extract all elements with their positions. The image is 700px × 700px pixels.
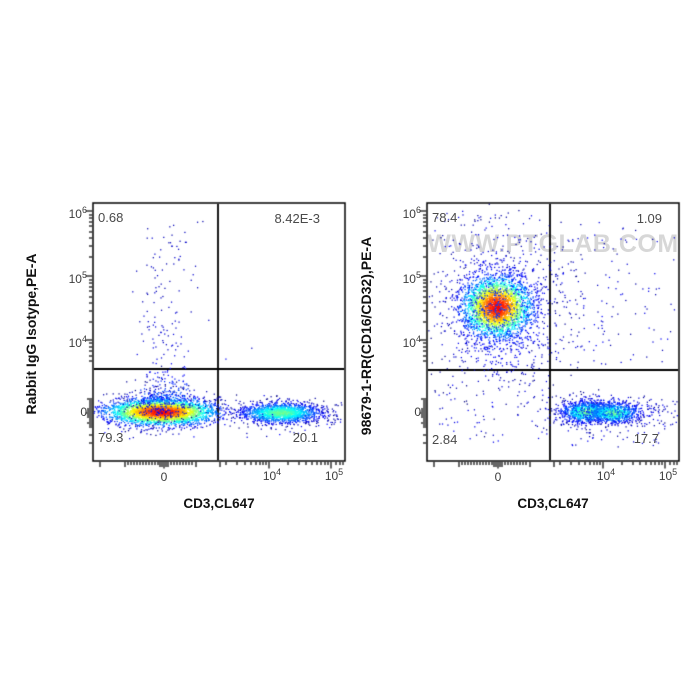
y-tick-label: 105 (68, 270, 87, 286)
quadrant-stat-lower-left-panel2: 2.84 (432, 432, 458, 447)
y-tick-label: 0 (414, 405, 421, 419)
x-axis-label-right-panel: CD3,CL647 (517, 496, 589, 511)
y-tick-label: 106 (68, 205, 87, 221)
y-axis-label-left-panel: Rabbit IgG Isotype,PE-A (23, 253, 39, 415)
quadrant-stat-lower-left-panel1: 79.3 (98, 430, 124, 445)
x-tick-label: 105 (324, 467, 344, 483)
x-tick-label: 0 (160, 470, 168, 484)
y-tick-label: 0 (80, 405, 87, 419)
quadrant-stat-upper-left-panel2: 78.4 (432, 210, 458, 225)
x-axis-label-left-panel: CD3,CL647 (183, 496, 255, 511)
quadrant-stat-upper-right-panel1: 8.42E-3 (274, 211, 320, 226)
y-tick-label: 105 (402, 270, 421, 286)
y-tick-label: 104 (402, 334, 421, 350)
quadrant-stat-upper-left-panel1: 0.68 (98, 210, 124, 225)
x-tick-label: 104 (596, 467, 616, 483)
x-tick-label: 105 (658, 467, 678, 483)
quadrant-stat-lower-right-panel1: 20.1 (292, 430, 318, 445)
quadrant-stat-upper-right-panel2: 1.09 (636, 211, 662, 226)
quadrant-stat-lower-right-panel2: 17.7 (633, 431, 659, 446)
x-tick-label: 104 (262, 467, 282, 483)
y-axis-label-right-panel: 98679-1-RR(CD16/CD32),PE-A (358, 236, 374, 436)
y-tick-label: 104 (68, 334, 87, 350)
x-tick-label: 0 (494, 470, 502, 484)
y-tick-label: 106 (402, 205, 421, 221)
